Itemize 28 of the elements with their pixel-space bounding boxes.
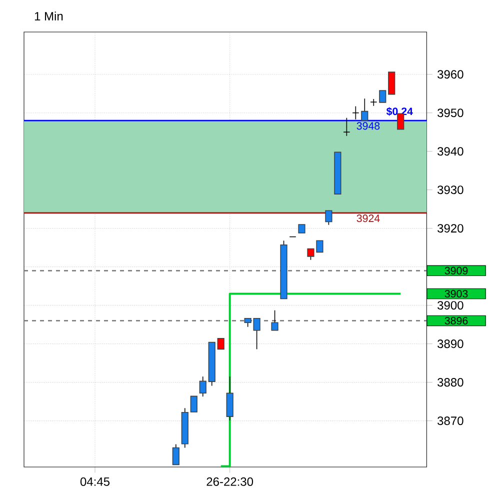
y-tick-label: 3940 xyxy=(438,147,464,156)
y-tick-label: 3930 xyxy=(438,186,464,194)
y-tick-label: 3870 xyxy=(438,416,464,426)
chart-title: 1 Min xyxy=(34,12,63,20)
ref-line-label: 3909 xyxy=(444,266,468,274)
candlestick xyxy=(343,117,350,136)
candlestick xyxy=(271,310,278,331)
x-tick-label: 26-22:30 xyxy=(206,477,254,486)
y-tick-label: 3920 xyxy=(438,224,464,233)
y-tick-label: 3890 xyxy=(438,340,464,348)
candlestick xyxy=(361,98,368,121)
candlestick xyxy=(370,98,378,106)
candlestick xyxy=(226,376,234,421)
candlestick xyxy=(199,376,206,397)
ref-line-label: 3924 xyxy=(356,214,380,222)
x-tick-label: 04:45 xyxy=(80,477,110,486)
candlestick xyxy=(190,396,198,412)
candlestick xyxy=(325,210,332,226)
y-tick-label: 3950 xyxy=(438,108,464,118)
y-tick-label: 3960 xyxy=(438,70,464,79)
candlestick xyxy=(217,338,224,350)
ref-line-label: 3948 xyxy=(356,122,380,130)
y-tick-label: 3880 xyxy=(438,378,464,387)
candlestick xyxy=(388,72,396,95)
candlestick xyxy=(379,90,386,103)
y-tick-label: 3900 xyxy=(438,301,464,310)
ref-line-label: 3896 xyxy=(444,316,468,324)
text: 3903 xyxy=(444,290,468,298)
